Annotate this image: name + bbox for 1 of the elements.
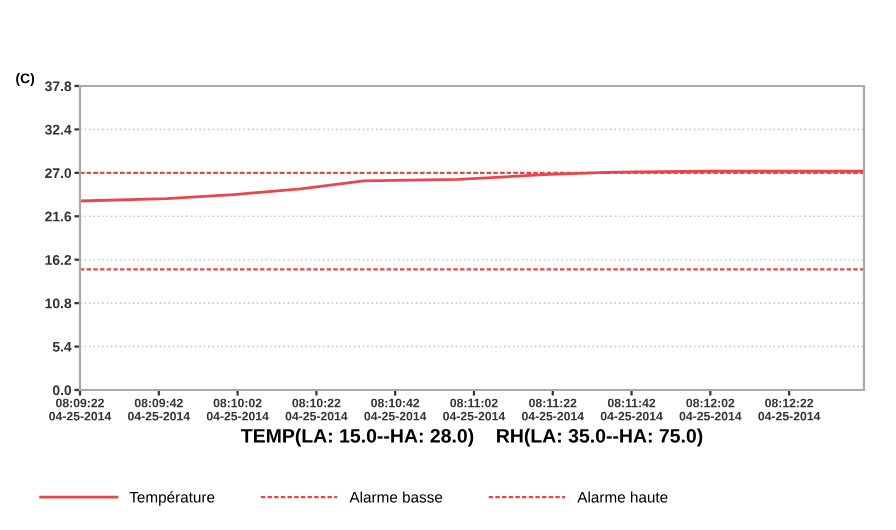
x-axis-title: TEMP(LA: 15.0--HA: 28.0) RH(LA: 35.0--HA: 75.0) (241, 428, 703, 447)
